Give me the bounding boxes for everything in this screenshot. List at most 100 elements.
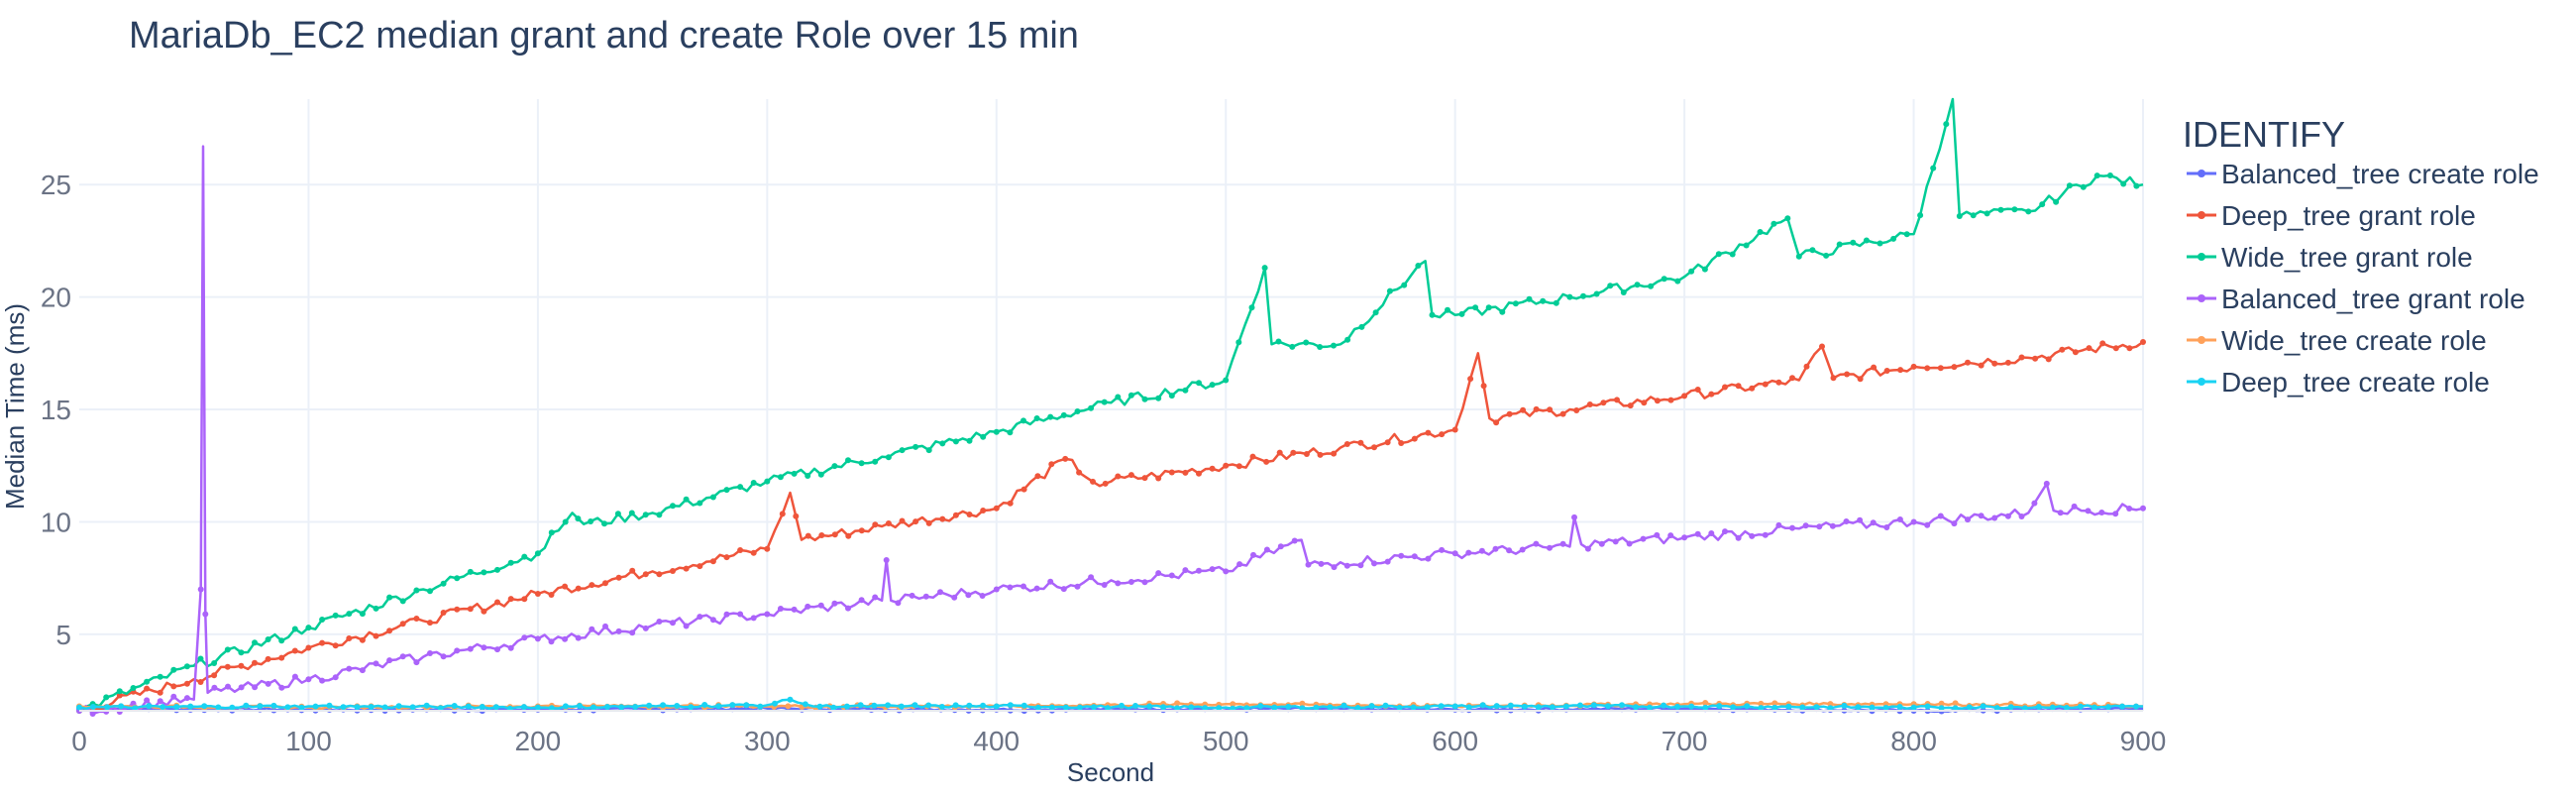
data-point xyxy=(629,629,636,636)
data-point xyxy=(2072,349,2079,356)
data-point xyxy=(1795,253,1802,260)
x-tick-label: 700 xyxy=(1662,726,1708,756)
data-point xyxy=(843,703,850,710)
data-point xyxy=(2018,513,2025,519)
data-point xyxy=(427,588,433,595)
data-point xyxy=(1708,391,1715,398)
data-point xyxy=(1048,461,1055,468)
data-point xyxy=(399,653,406,660)
data-point xyxy=(305,625,312,631)
data-point xyxy=(2004,513,2011,519)
legend-item[interactable]: Wide_tree create role xyxy=(2187,325,2487,356)
legend-item[interactable]: Balanced_tree create role xyxy=(2187,159,2539,189)
data-point xyxy=(909,592,915,599)
data-point xyxy=(1249,453,1256,460)
data-point xyxy=(197,679,204,685)
data-point xyxy=(1090,478,1096,485)
x-tick-label: 300 xyxy=(744,726,791,756)
data-point xyxy=(2133,703,2139,710)
legend-item[interactable]: Deep_tree create role xyxy=(2187,367,2490,398)
data-point xyxy=(319,677,326,684)
data-point xyxy=(1188,704,1195,711)
data-point xyxy=(278,654,285,661)
data-point xyxy=(1580,292,1586,299)
data-point xyxy=(534,591,541,597)
data-point xyxy=(805,603,811,610)
data-point xyxy=(1398,552,1405,559)
data-point xyxy=(1547,544,1553,551)
data-point xyxy=(270,702,277,709)
data-point xyxy=(642,625,649,631)
x-tick-label: 0 xyxy=(71,726,87,756)
data-point xyxy=(1924,365,1931,372)
data-point xyxy=(670,503,676,510)
data-point xyxy=(1647,704,1653,711)
data-point xyxy=(1641,399,1648,406)
data-point xyxy=(1991,514,1998,521)
data-point xyxy=(938,704,945,710)
legend-marker xyxy=(2198,336,2205,344)
series-line xyxy=(78,340,2144,713)
data-point xyxy=(1614,397,1620,403)
x-tick-label: 800 xyxy=(1890,726,1937,756)
data-point xyxy=(1823,252,1830,259)
data-point xyxy=(1396,704,1403,711)
data-point xyxy=(1784,215,1791,222)
data-point xyxy=(1749,532,1756,539)
data-point xyxy=(481,569,487,576)
data-point xyxy=(1368,703,1375,710)
data-point xyxy=(1343,562,1350,569)
data-point xyxy=(1303,451,1310,457)
data-point xyxy=(1506,547,1513,554)
data-point xyxy=(589,626,595,632)
data-point xyxy=(1168,469,1175,476)
data-point xyxy=(332,642,339,649)
data-point xyxy=(1584,545,1591,552)
legend-item[interactable]: Wide_tree grant role xyxy=(2187,242,2473,273)
data-point xyxy=(1439,431,1446,438)
data-point xyxy=(1816,523,1823,530)
data-point xyxy=(346,635,353,641)
data-point xyxy=(1062,455,1069,462)
data-point xyxy=(359,667,366,674)
data-point xyxy=(1771,220,1777,227)
data-point xyxy=(386,594,393,601)
data-point xyxy=(1612,538,1619,545)
data-point xyxy=(670,568,676,574)
data-point xyxy=(386,657,393,664)
data-point xyxy=(1209,465,1216,472)
data-point xyxy=(2021,705,2028,712)
data-point xyxy=(1276,449,1283,456)
legend-item[interactable]: Balanced_tree grant role xyxy=(2187,284,2525,314)
data-point xyxy=(831,463,838,470)
y-tick-label: 20 xyxy=(41,283,71,313)
data-point xyxy=(1033,585,1040,592)
data-point xyxy=(1871,364,1878,371)
data-point xyxy=(243,702,250,709)
data-point xyxy=(1619,702,1625,709)
data-point xyxy=(1060,586,1067,593)
data-point xyxy=(1105,705,1111,712)
data-point xyxy=(1937,365,1944,372)
legend-item[interactable]: Deep_tree grant role xyxy=(2187,200,2476,231)
data-point xyxy=(1209,566,1216,573)
data-point xyxy=(1263,458,1270,465)
data-point xyxy=(723,611,730,618)
data-point xyxy=(1127,392,1134,399)
data-point xyxy=(1299,705,1306,712)
data-point xyxy=(2032,355,2039,362)
data-point xyxy=(1708,530,1715,536)
data-point xyxy=(646,702,653,709)
data-point xyxy=(709,558,716,565)
data-point xyxy=(1425,429,1432,436)
data-point xyxy=(1285,703,1292,710)
data-point xyxy=(1789,375,1795,382)
data-point xyxy=(1890,235,1897,242)
data-point xyxy=(507,644,514,651)
data-point xyxy=(1182,567,1189,574)
data-point xyxy=(2011,206,2018,213)
data-point xyxy=(399,621,406,627)
data-point xyxy=(1062,704,1069,711)
data-point xyxy=(1917,212,1924,219)
legend-label: Deep_tree create role xyxy=(2221,367,2490,398)
